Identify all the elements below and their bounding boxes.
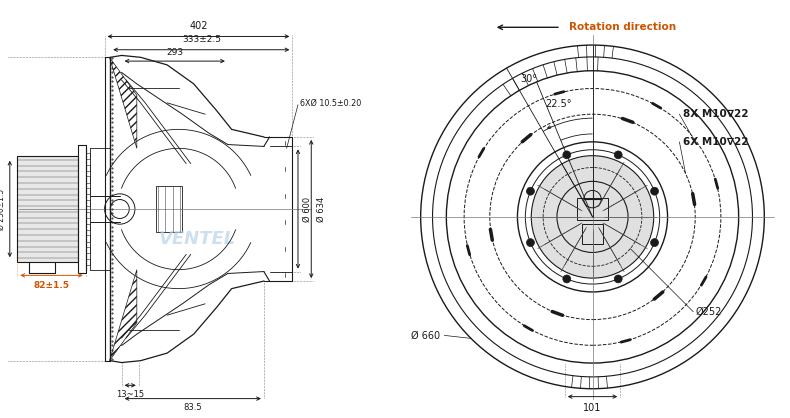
Text: Rotation direction: Rotation direction (569, 22, 676, 32)
Text: 293: 293 (166, 48, 183, 56)
Text: 101: 101 (583, 403, 602, 413)
Bar (156, 186, 182, 232)
Text: 30°: 30° (521, 74, 538, 84)
Text: Ø 634: Ø 634 (317, 196, 326, 222)
Circle shape (526, 187, 534, 195)
Text: Ø 230±1.5: Ø 230±1.5 (0, 189, 6, 229)
Circle shape (615, 151, 623, 159)
Bar (581, 224, 604, 244)
Text: VENTEL: VENTEL (159, 230, 236, 248)
Text: Ø 660: Ø 660 (411, 330, 440, 340)
Text: 8X M10∇22: 8X M10∇22 (683, 109, 749, 119)
Text: 13~15: 13~15 (116, 390, 145, 399)
Circle shape (562, 275, 570, 283)
Bar (577, 198, 608, 220)
Circle shape (526, 239, 534, 247)
Text: Ø252: Ø252 (695, 307, 721, 317)
Bar (17, 156, 78, 262)
Text: 6XØ 10.5±0.20: 6XØ 10.5±0.20 (300, 98, 361, 107)
Text: Ø 600: Ø 600 (303, 196, 312, 222)
Circle shape (562, 151, 570, 159)
Text: 333±2.5: 333±2.5 (182, 35, 220, 44)
Text: 83.5: 83.5 (183, 403, 202, 412)
Text: 82±1.5: 82±1.5 (33, 281, 70, 290)
Circle shape (651, 239, 659, 247)
Text: 402: 402 (189, 21, 208, 31)
Circle shape (531, 155, 654, 278)
Circle shape (615, 275, 623, 283)
Text: 6X M10∇22: 6X M10∇22 (683, 137, 749, 147)
Circle shape (651, 187, 659, 195)
Text: 22.5°: 22.5° (546, 99, 572, 110)
